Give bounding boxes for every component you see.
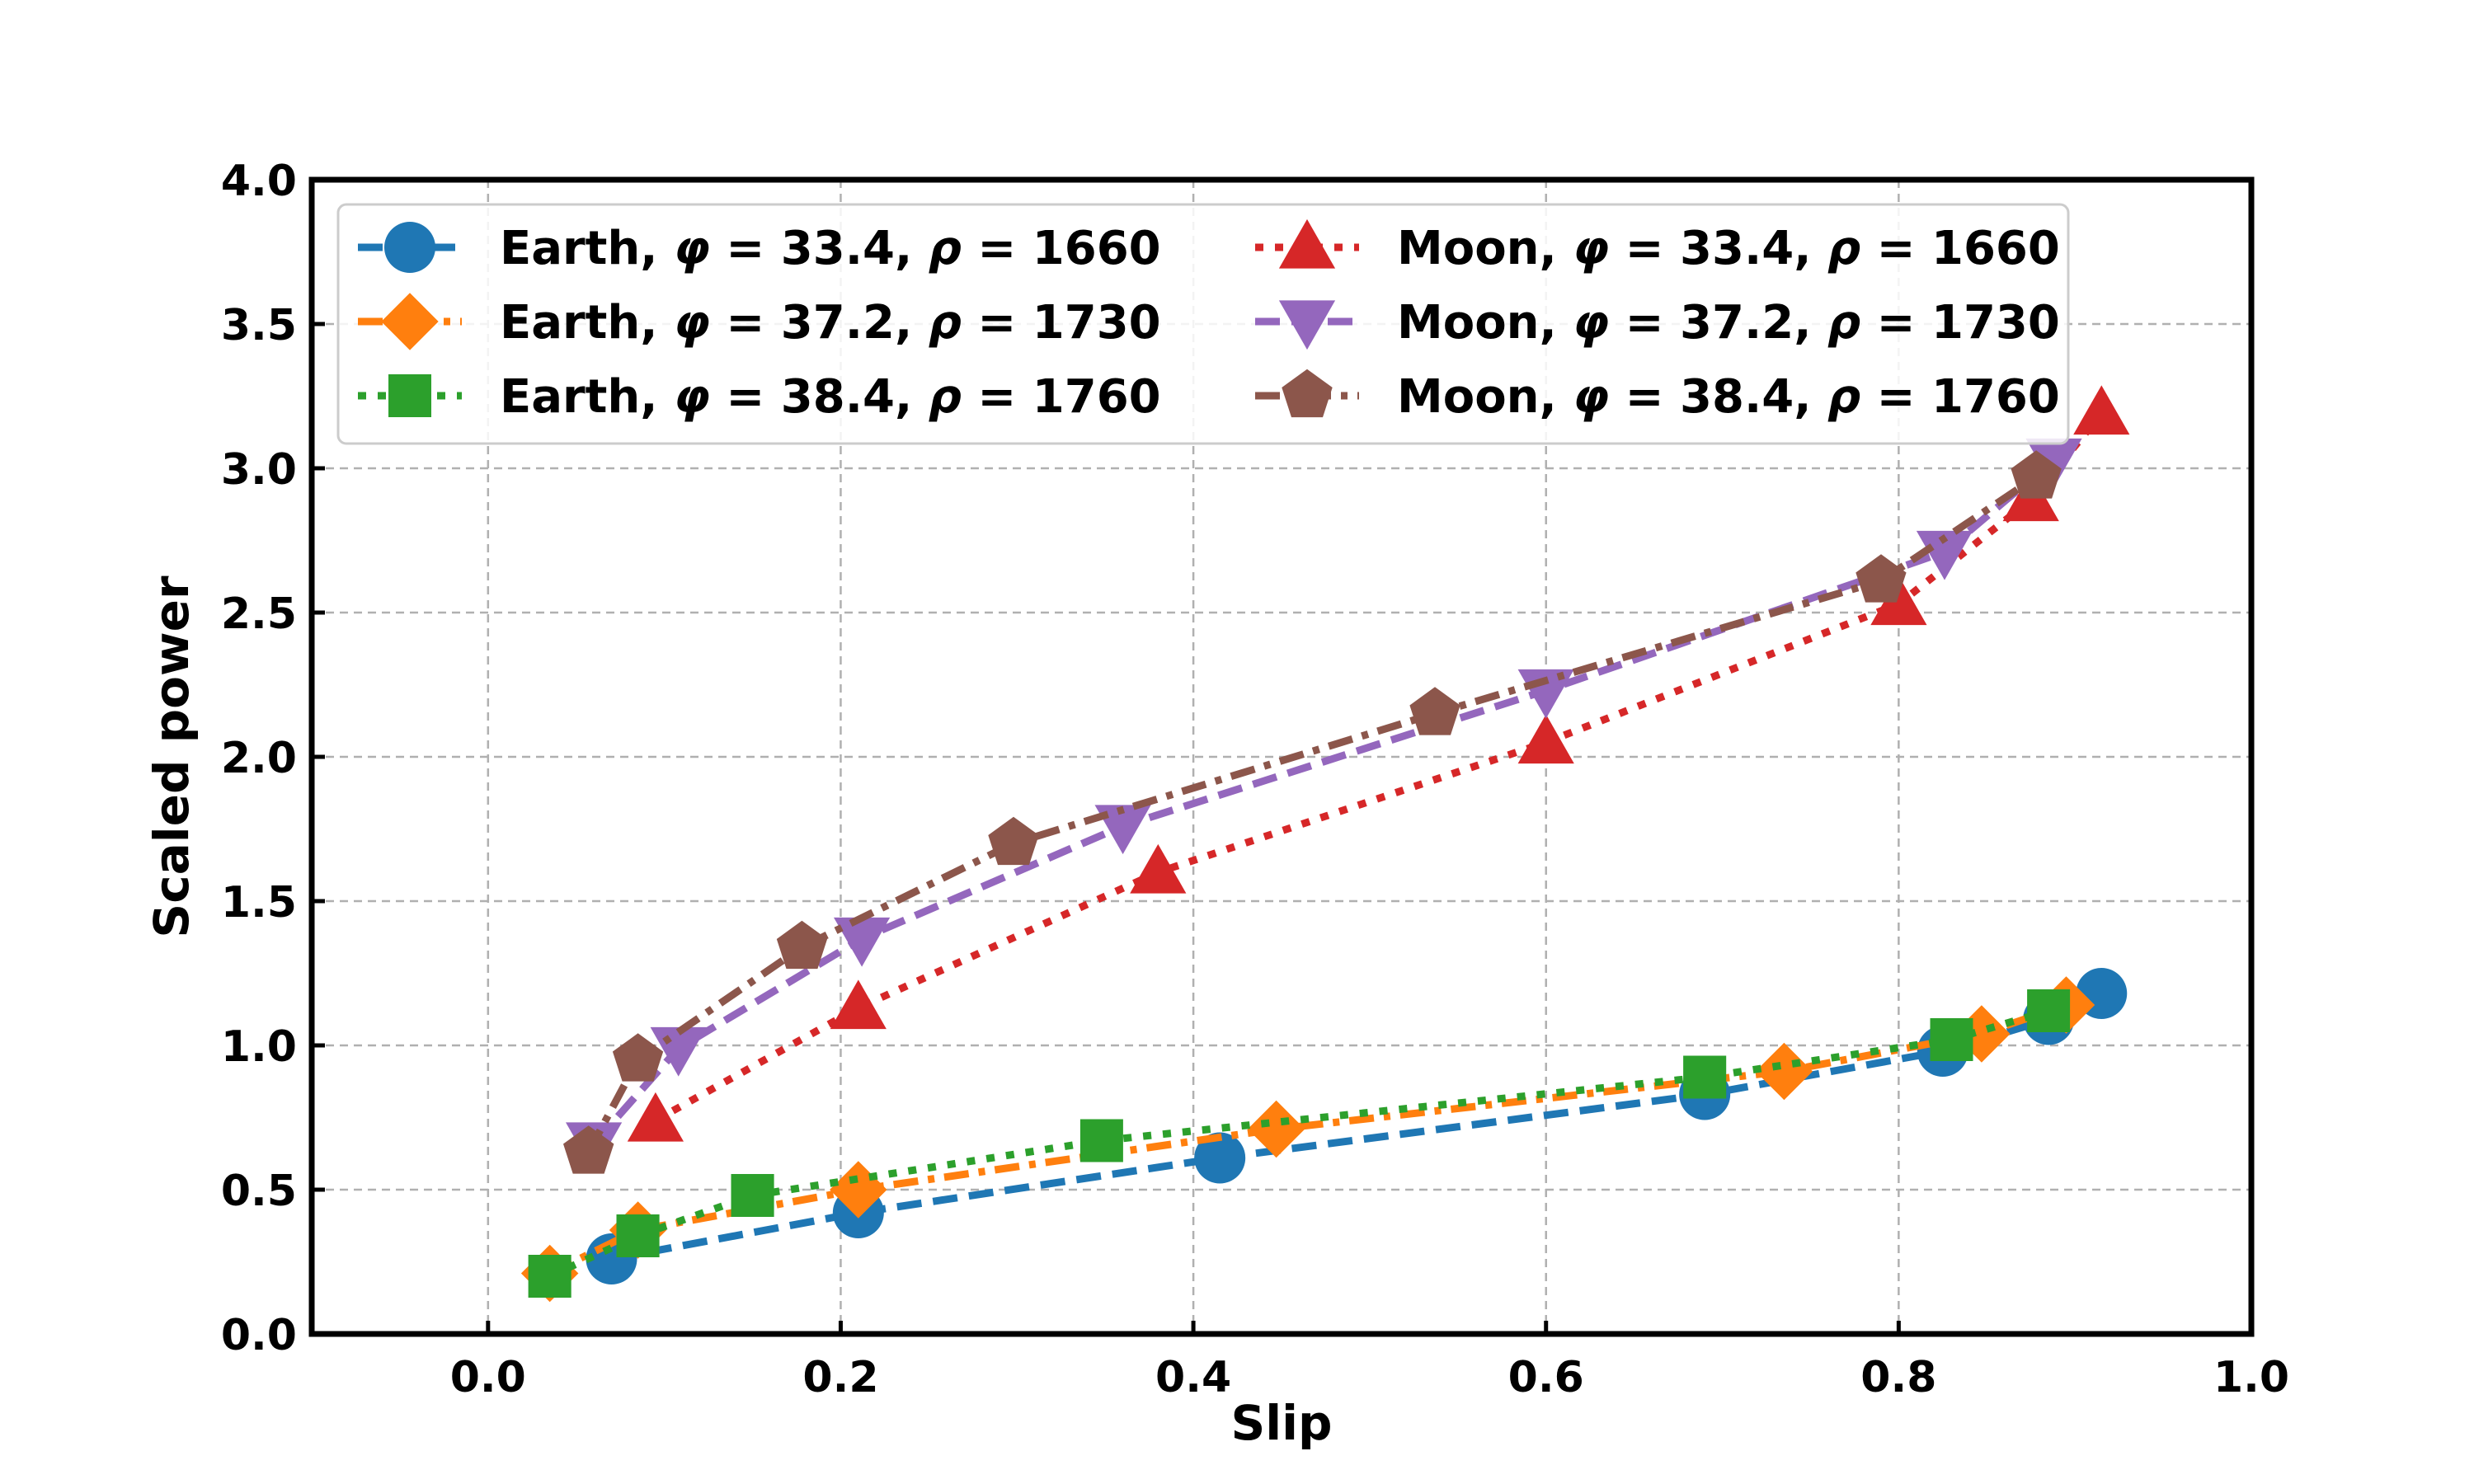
- data-point: [988, 816, 1039, 866]
- data-point: [1409, 687, 1460, 735]
- y-tick-label: 3.5: [221, 301, 297, 350]
- y-tick-label: 4.0: [221, 157, 297, 206]
- data-point: [830, 979, 887, 1030]
- legend-marker: [1282, 369, 1333, 418]
- data-point: [834, 917, 891, 967]
- legend-marker: [384, 222, 435, 273]
- data-point: [1247, 1100, 1305, 1158]
- legend-marker: [388, 374, 431, 417]
- y-axis-title: Scaled power: [143, 575, 200, 938]
- data-point: [563, 1125, 614, 1174]
- y-tick-label: 2.0: [221, 734, 297, 783]
- legend-item: Moon, φ = 33.4, ρ = 1660: [1255, 218, 2060, 275]
- x-tick-label: 1.0: [2213, 1353, 2289, 1402]
- legend-label: Earth, φ = 38.4, ρ = 1760: [500, 370, 1161, 424]
- legend: Earth, φ = 33.4, ρ = 1660 Earth, φ = 37.2…: [336, 203, 2070, 445]
- legend-item: Earth, φ = 38.4, ρ = 1760: [358, 370, 1161, 424]
- series-4: [627, 385, 2130, 1142]
- legend-box: [336, 203, 2070, 445]
- legend-label: Earth, φ = 37.2, ρ = 1730: [500, 296, 1161, 350]
- data-point: [830, 1161, 887, 1219]
- data-point: [1953, 1005, 2011, 1063]
- x-tick-label: 0.0: [450, 1353, 526, 1402]
- plot-area: [520, 385, 2130, 1303]
- x-tick-label: 0.2: [802, 1353, 878, 1402]
- data-point: [1079, 1119, 1123, 1162]
- legend-item: Moon, φ = 37.2, ρ = 1730: [1255, 296, 2060, 350]
- x-axis-title: Slip: [1230, 1395, 1332, 1451]
- legend-label: Earth, φ = 33.4, ρ = 1660: [500, 222, 1161, 275]
- data-point: [627, 1092, 684, 1142]
- data-point: [2027, 989, 2071, 1032]
- legend-label: Moon, φ = 37.2, ρ = 1730: [1397, 296, 2060, 350]
- data-point: [612, 1033, 664, 1082]
- data-point: [1930, 1018, 1973, 1061]
- x-tick-label: 0.4: [1155, 1353, 1231, 1402]
- legend-label: Moon, φ = 33.4, ρ = 1660: [1397, 222, 2060, 275]
- legend-marker: [1278, 300, 1336, 350]
- series-3: [528, 989, 2071, 1298]
- data-point: [1755, 1042, 1813, 1101]
- y-tick-label: 1.5: [221, 878, 297, 928]
- data-point: [1916, 530, 1973, 580]
- data-point: [731, 1174, 774, 1217]
- data-point: [1683, 1055, 1727, 1099]
- legend-item: Earth, φ = 37.2, ρ = 1730: [358, 293, 1161, 350]
- x-tick-label: 0.6: [1508, 1353, 1584, 1402]
- y-tick-label: 2.5: [221, 589, 297, 639]
- y-tick-label: 0.0: [221, 1311, 297, 1360]
- data-point: [1856, 554, 1907, 603]
- y-tick-label: 1.0: [221, 1022, 297, 1072]
- y-tick-label: 3.0: [221, 445, 297, 495]
- axis-ticks: 0.0 0.2 0.4 0.6 0.8 1.0 0.0 0.5 1.0 1.5 2.0 2.5 3.0 3…: [221, 157, 2289, 1402]
- data-point: [2025, 438, 2082, 488]
- series-5: [566, 438, 2082, 1172]
- legend-marker: [381, 293, 439, 350]
- legend-item: Moon, φ = 38.4, ρ = 1760: [1255, 369, 2060, 424]
- legend-marker: [1278, 218, 1336, 269]
- legend-item: Earth, φ = 33.4, ρ = 1660: [358, 222, 1161, 275]
- data-point: [2011, 450, 2062, 499]
- data-point: [1130, 843, 1187, 894]
- data-point: [1870, 575, 1927, 626]
- x-tick-label: 0.8: [1860, 1353, 1936, 1402]
- data-point: [1194, 1132, 1246, 1184]
- data-point: [1517, 714, 1574, 764]
- data-point: [616, 1214, 660, 1257]
- data-point: [528, 1255, 571, 1298]
- y-tick-label: 0.5: [221, 1167, 297, 1216]
- data-point: [776, 920, 828, 970]
- legend-label: Moon, φ = 38.4, ρ = 1760: [1397, 370, 2060, 424]
- data-point: [2073, 385, 2130, 435]
- series-6: [563, 450, 2062, 1174]
